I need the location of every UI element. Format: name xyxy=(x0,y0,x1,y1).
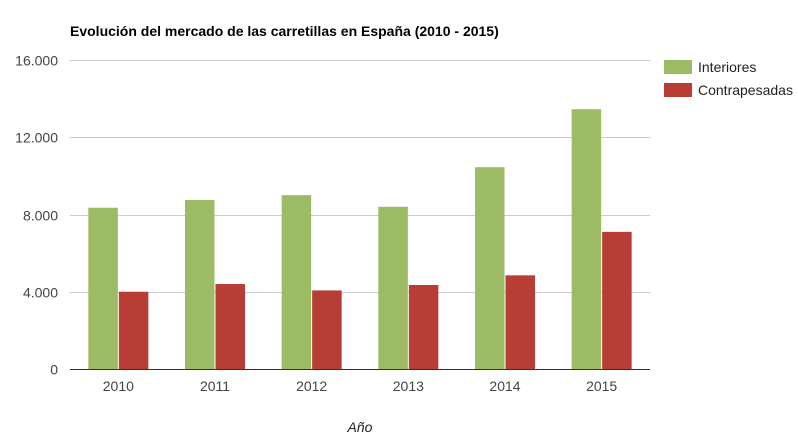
bar-interiores-2014 xyxy=(475,167,505,369)
y-tick-label: 12.000 xyxy=(15,130,58,146)
x-tick-label: 2011 xyxy=(200,378,230,394)
gridlines xyxy=(70,60,650,293)
y-axis-ticks: 0 4.000 8.000 12.000 16.000 xyxy=(15,53,58,378)
legend-swatch-interiores xyxy=(664,60,692,74)
legend: Interiores Contrapesadas xyxy=(664,59,793,98)
y-tick-label: 8.000 xyxy=(23,208,58,224)
y-tick-label: 0 xyxy=(50,362,58,378)
y-tick-label: 16.000 xyxy=(15,53,58,69)
legend-swatch-contrapesadas xyxy=(664,83,692,97)
legend-label-interiores: Interiores xyxy=(698,59,756,75)
bar-interiores-2011 xyxy=(185,200,215,369)
bar-interiores-2010 xyxy=(88,207,118,369)
bar-interiores-2015 xyxy=(571,109,602,369)
x-tick-label: 2014 xyxy=(489,378,520,394)
bar-contrapesadas-2014 xyxy=(505,275,535,369)
bar-contrapesadas-2011 xyxy=(215,284,245,369)
bars xyxy=(88,109,632,369)
bar-contrapesadas-2012 xyxy=(312,290,342,369)
x-tick-label: 2013 xyxy=(393,378,424,394)
legend-label-contrapesadas: Contrapesadas xyxy=(698,82,793,98)
bar-contrapesadas-2010 xyxy=(118,291,149,369)
x-axis-title: Año xyxy=(347,419,373,435)
bar-contrapesadas-2013 xyxy=(408,284,439,369)
x-tick-label: 2015 xyxy=(586,378,617,394)
x-tick-label: 2010 xyxy=(103,378,134,394)
chart-title: Evolución del mercado de las carretillas… xyxy=(70,23,499,39)
y-tick-label: 4.000 xyxy=(23,285,58,301)
x-axis-ticks: 2010 2011 2012 2013 2014 2015 xyxy=(103,378,618,394)
bar-contrapesadas-2015 xyxy=(602,231,632,369)
bar-interiores-2012 xyxy=(281,195,312,369)
x-tick-label: 2012 xyxy=(296,378,327,394)
bar-interiores-2013 xyxy=(378,206,408,369)
